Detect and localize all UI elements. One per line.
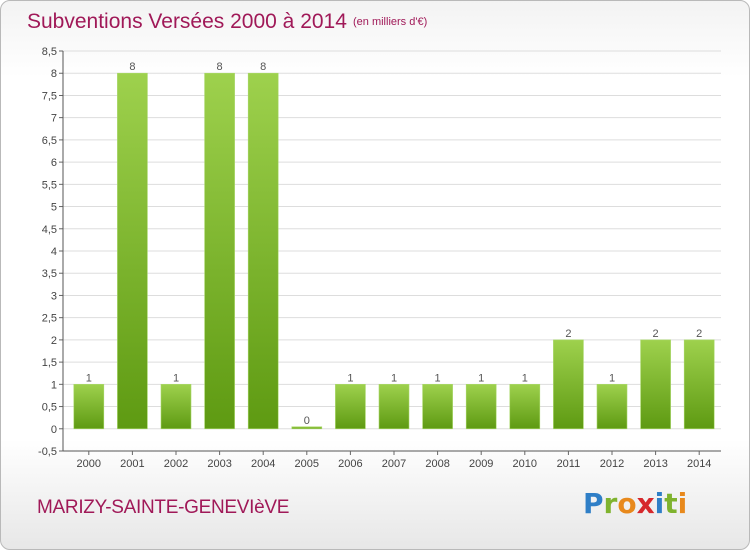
- y-tick-label: 7,5: [42, 90, 57, 102]
- data-label: 1: [478, 372, 484, 384]
- data-label: 1: [609, 372, 615, 384]
- bar: [378, 384, 410, 430]
- data-label: 8: [217, 61, 223, 73]
- data-label: 0: [304, 415, 310, 427]
- data-label: 1: [435, 372, 441, 384]
- x-tick-label: 2011: [557, 458, 581, 470]
- bar: [335, 384, 366, 430]
- x-tick-label: 2012: [600, 458, 624, 470]
- y-tick-label: 2,5: [42, 313, 57, 325]
- bar: [465, 384, 497, 430]
- y-tick-label: -0,5: [38, 446, 57, 458]
- data-label: 2: [696, 328, 702, 340]
- y-tick-label: 8: [51, 68, 57, 80]
- data-label: 1: [347, 372, 353, 384]
- chart-subtitle: (en milliers d'€): [353, 16, 428, 28]
- bar: [160, 384, 192, 430]
- logo-letter: P: [583, 487, 604, 520]
- bar: [683, 339, 715, 430]
- y-tick-label: 1,5: [42, 357, 57, 369]
- x-tick-label: 2001: [120, 458, 144, 470]
- bar: [73, 384, 105, 430]
- data-label: 2: [653, 328, 659, 340]
- y-tick-label: 0,5: [42, 402, 57, 414]
- y-tick-label: 3: [51, 290, 57, 302]
- logo-letter: i: [654, 487, 665, 520]
- data-label: 1: [522, 372, 528, 384]
- x-tick-label: 2013: [643, 458, 667, 470]
- x-tick-label: 2007: [382, 458, 406, 470]
- proxiti-logo[interactable]: Proxiti: [583, 487, 687, 520]
- data-label: 1: [391, 372, 397, 384]
- bar: [204, 72, 235, 430]
- x-tick-label: 2002: [164, 458, 188, 470]
- logo-letter: t: [664, 487, 678, 520]
- x-tick-label: 2006: [338, 458, 362, 470]
- logo-letter: x: [636, 487, 655, 520]
- bar: [247, 72, 279, 430]
- bar: [640, 339, 671, 430]
- y-tick-label: 6,5: [42, 135, 57, 147]
- x-tick-label: 2005: [295, 458, 319, 470]
- logo-letter: r: [603, 487, 618, 520]
- bar: [553, 339, 584, 430]
- commune-name: MARIZY-SAINTE-GENEVIèVE: [37, 497, 290, 518]
- y-tick-label: 3,5: [42, 268, 57, 280]
- bar: [509, 384, 541, 430]
- bar: [596, 384, 628, 430]
- y-tick-label: 7: [51, 113, 57, 125]
- y-tick-label: 1: [51, 379, 57, 391]
- y-tick-label: 5,5: [42, 179, 57, 191]
- x-tick-label: 2014: [687, 458, 711, 470]
- logo-letter: o: [617, 487, 637, 520]
- bar: [291, 426, 323, 430]
- y-tick-label: 2: [51, 335, 57, 347]
- y-tick-label: 0: [51, 424, 57, 436]
- data-label: 8: [260, 61, 266, 73]
- data-label: 8: [129, 61, 135, 73]
- data-label: 1: [86, 372, 92, 384]
- y-tick-label: 6: [51, 157, 57, 169]
- x-tick-label: 2010: [513, 458, 537, 470]
- y-tick-label: 4,5: [42, 224, 57, 236]
- chart-title: Subventions Versées 2000 à 2014: [27, 10, 347, 33]
- bar: [117, 72, 148, 430]
- x-tick-label: 2008: [425, 458, 449, 470]
- x-tick-label: 2009: [469, 458, 493, 470]
- x-tick-label: 2003: [207, 458, 231, 470]
- y-tick-label: 5: [51, 202, 57, 214]
- x-tick-label: 2000: [77, 458, 101, 470]
- y-tick-label: 4: [51, 246, 57, 258]
- logo-letter: i: [677, 487, 688, 520]
- bar: [422, 384, 453, 430]
- data-label: 1: [173, 372, 179, 384]
- x-tick-label: 2004: [251, 458, 275, 470]
- data-label: 2: [565, 328, 571, 340]
- y-tick-label: 8,5: [42, 46, 57, 58]
